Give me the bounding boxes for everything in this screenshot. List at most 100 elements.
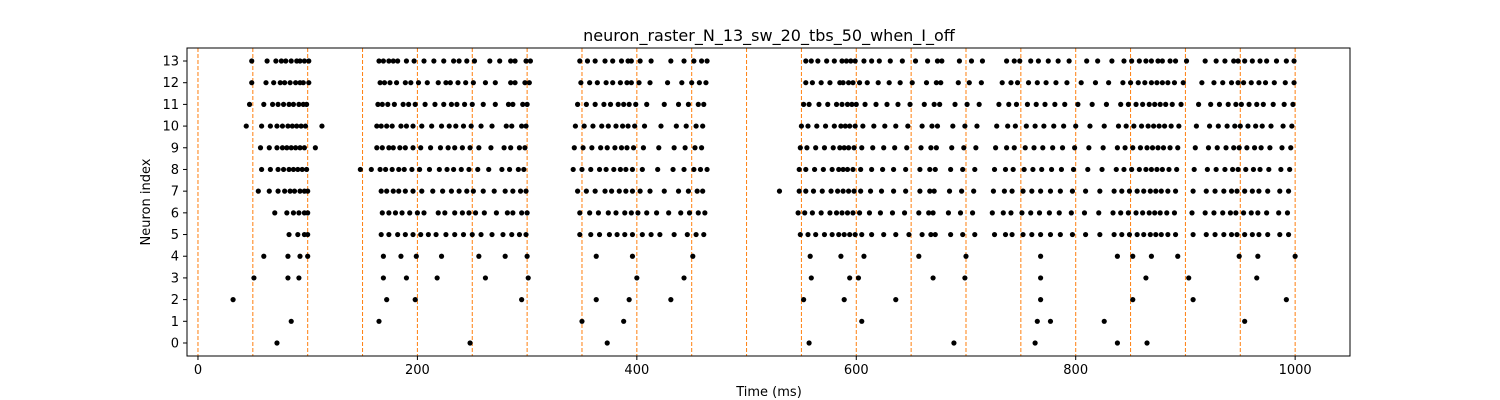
spike-point [599, 123, 605, 129]
spike-point [991, 166, 998, 173]
spike-point [376, 58, 382, 64]
spike-point [1233, 101, 1239, 107]
spike-point [1278, 166, 1284, 173]
spike-point [1284, 210, 1291, 216]
spike-point [1230, 166, 1236, 173]
spike-point [444, 166, 450, 173]
spike-point [1005, 123, 1011, 129]
spike-point [1014, 80, 1021, 86]
spike-point [286, 101, 292, 107]
spike-point [1068, 210, 1074, 216]
spike-point [480, 188, 486, 194]
spike-point [824, 58, 830, 64]
spike-point [380, 275, 386, 281]
spike-point [406, 101, 412, 107]
spike-point [990, 188, 997, 194]
spike-point [928, 145, 934, 151]
spike-point [243, 123, 249, 129]
spike-point [950, 123, 956, 129]
spike-point [305, 210, 311, 216]
spike-point [1270, 101, 1276, 107]
spike-point [493, 210, 499, 216]
spike-point [1114, 340, 1120, 346]
spike-point [798, 123, 805, 129]
spike-point [626, 297, 632, 303]
spike-point [628, 58, 634, 64]
spike-point [1100, 145, 1106, 151]
spike-point [1122, 145, 1128, 151]
spike-point [1148, 166, 1155, 173]
spike-point [384, 297, 390, 303]
spike-point [930, 275, 936, 281]
spike-point [859, 231, 865, 238]
spike-point [889, 210, 896, 216]
spike-point [1256, 188, 1262, 194]
spike-point [819, 188, 825, 194]
spike-point [1171, 210, 1178, 216]
spike-point [1121, 58, 1127, 64]
spike-point [285, 275, 291, 281]
spike-point [1028, 210, 1034, 216]
spike-point [587, 210, 593, 216]
spike-point [858, 166, 864, 173]
spike-point [694, 188, 700, 194]
spike-point [1030, 166, 1036, 173]
spike-point [1144, 145, 1150, 151]
spike-point [1134, 188, 1140, 194]
spike-point [956, 58, 963, 64]
spike-point [1010, 166, 1016, 173]
spike-point [994, 123, 1000, 129]
spike-point [590, 123, 596, 129]
spike-point [629, 166, 636, 173]
spike-point [482, 275, 489, 281]
spike-point [1159, 58, 1165, 64]
spike-point [901, 210, 908, 216]
spike-point [1289, 123, 1295, 129]
spike-point [948, 166, 954, 173]
spike-point [1277, 231, 1283, 238]
spike-point [570, 166, 576, 173]
spike-point [1035, 58, 1041, 64]
spike-point [1141, 231, 1147, 238]
spike-point [386, 145, 392, 151]
spike-point [294, 123, 300, 129]
spike-point [623, 188, 629, 194]
spike-point [617, 166, 623, 173]
spike-point [577, 210, 583, 216]
spike-point [418, 145, 424, 151]
spike-point [836, 231, 842, 238]
spike-point [685, 188, 692, 194]
spike-point [797, 231, 803, 238]
spike-point [681, 58, 687, 64]
spike-point [864, 80, 870, 86]
spike-point [380, 58, 386, 64]
spike-point [402, 80, 408, 86]
spike-point [1240, 80, 1247, 86]
spike-point [623, 166, 629, 173]
spike-point [840, 80, 846, 86]
spike-point [601, 101, 607, 107]
spike-point [1075, 101, 1081, 107]
spike-point [527, 58, 534, 64]
plot-area-frame [186, 47, 1351, 357]
spike-point [999, 80, 1005, 86]
spike-point [919, 123, 925, 129]
spike-point [1048, 166, 1055, 173]
spike-point [506, 166, 513, 173]
spike-point [838, 253, 844, 259]
spike-point [263, 80, 269, 86]
spike-point [1134, 231, 1140, 238]
spike-point [1290, 101, 1296, 107]
spike-point [456, 58, 462, 64]
spike-point [852, 231, 858, 238]
spike-point [1202, 210, 1208, 216]
spike-point [469, 101, 475, 107]
spike-point [639, 166, 645, 173]
spike-point [401, 166, 407, 173]
spike-point [1127, 80, 1134, 86]
spike-point [641, 123, 648, 129]
spike-point [661, 101, 667, 107]
spike-point [1058, 166, 1065, 173]
spike-point [1142, 80, 1148, 86]
spike-point [1038, 275, 1044, 281]
